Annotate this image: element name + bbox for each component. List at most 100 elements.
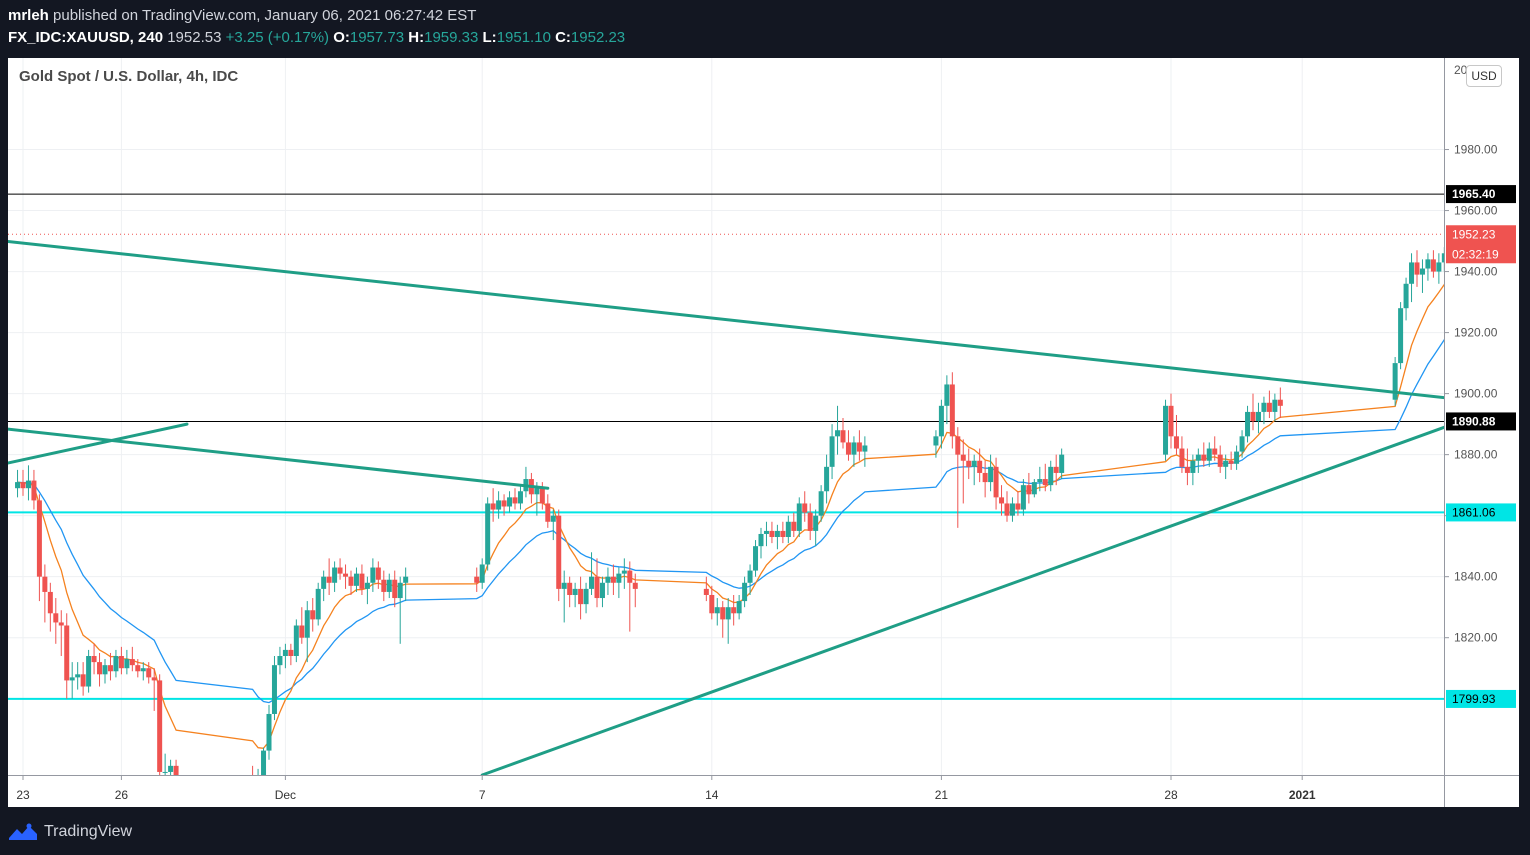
candle [938,399,944,449]
event-ring[interactable] [1486,744,1512,770]
candle [1168,393,1174,449]
candle [315,582,321,626]
candle [955,427,961,528]
y-tick-label: 1940.00 [1454,265,1498,279]
candle-body [561,582,567,589]
flag-canton [1490,748,1499,756]
candle-body [1168,405,1174,437]
candle [20,469,26,496]
candle-body [1195,454,1201,461]
candle-body [1419,268,1425,275]
y-tick-label: 1980.00 [1454,143,1498,157]
candle [343,564,349,589]
candle [479,558,485,589]
us-flag-icon [1490,748,1508,766]
tradingview-brand[interactable]: TradingView [8,820,132,844]
candle-body [796,503,802,531]
low-label: L: [482,29,497,46]
candle-body [321,576,327,589]
candle [1250,393,1256,431]
candle [86,649,92,693]
candle [583,582,589,614]
candle-body [53,613,59,623]
trendline-4 [480,425,1444,775]
author-name[interactable]: mrleh [8,7,49,24]
candle-body [774,530,780,538]
candle [1042,463,1048,492]
candle-body [310,610,316,620]
candle [277,646,283,675]
candle [261,747,267,775]
candle [1206,442,1212,467]
candle-body [955,436,961,455]
candle-body [135,665,141,672]
candle-body [1261,402,1267,412]
candle-body [107,665,113,672]
candle [1173,414,1179,455]
candle [791,512,797,538]
ma-slow-line [17,338,1444,704]
candle-body [720,607,726,620]
candle-body [840,430,846,443]
candle [1239,430,1245,458]
event-marker[interactable]: 5 [1486,743,1516,770]
candle-body [42,576,48,592]
candle [796,497,802,538]
candle [1272,393,1278,422]
candle-body [632,582,638,589]
candle-body [780,530,786,538]
event-ring[interactable] [1453,744,1479,770]
candle-body [140,668,146,672]
candle-body [594,576,600,599]
y-tick-label: 1960.00 [1454,204,1498,218]
candle-body [113,656,119,672]
candle [271,656,277,721]
candle-body [1206,448,1212,461]
candle [725,598,731,644]
candle [731,594,737,626]
candle-body [1223,460,1229,467]
open-value: 1957.73 [349,29,405,46]
candle [348,570,354,595]
candle-body [91,656,97,663]
open-label: O: [333,29,350,46]
candle-body [47,591,53,614]
candle-body [25,480,31,489]
candle-body [763,530,769,534]
event-marker[interactable]: 9 [1453,743,1483,770]
candle-body [1392,363,1398,400]
candle-body [862,445,868,452]
candle-body [474,576,480,583]
candle-body [1239,436,1245,452]
candle-body [988,466,994,483]
ohlc-legend: FX_IDC:XAUUSD, 240 1952.53 +3.25 (+0.17%… [8,28,625,48]
candle [736,594,742,620]
candle [364,576,370,605]
candle-body [1026,485,1032,495]
chart-panel[interactable]: 956121820.001840.001860.001880.001900.00… [8,58,1519,807]
candle-body [293,625,299,657]
price-chart[interactable]: 956121820.001840.001860.001880.001900.00… [8,58,1519,807]
plot-area [8,58,1444,775]
candle [988,454,994,492]
candle [252,765,254,775]
candle [1419,259,1425,293]
candle-body [501,500,507,507]
candle-body [1250,411,1256,422]
candle-body [507,497,513,507]
candle [140,662,146,681]
flag-canton [1457,748,1466,756]
candle-body [725,607,731,620]
candle [714,598,720,626]
candle-body [1163,405,1169,455]
candle [146,662,152,684]
candle-body [960,454,966,461]
candle-body [299,625,305,638]
candle-body [277,656,283,666]
candle [1403,277,1409,321]
candle-body [993,466,999,498]
currency-button[interactable]: USD [1466,65,1502,87]
candle [949,372,955,449]
candle [845,430,851,461]
candle [512,488,518,510]
